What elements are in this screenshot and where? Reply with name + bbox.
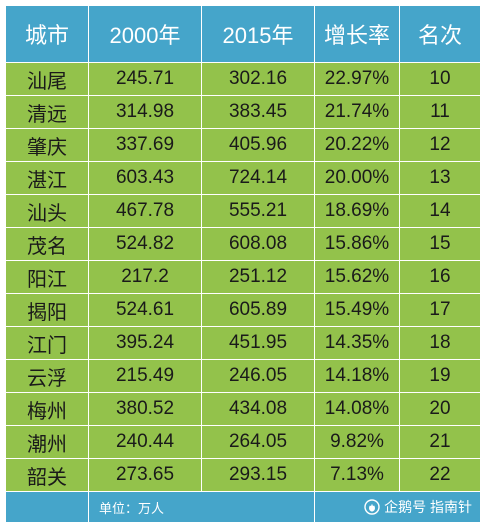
cell-pop-2015: 451.95 bbox=[201, 326, 315, 360]
cell-city: 潮州 bbox=[5, 425, 89, 459]
cell-rank: 17 bbox=[399, 293, 481, 327]
cell-growth-rate: 20.22% bbox=[314, 128, 400, 162]
unit-note: 单位：万人 bbox=[88, 491, 315, 523]
cell-rank: 16 bbox=[399, 260, 481, 294]
table-row: 韶关 273.65 293.15 7.13% 22 bbox=[5, 458, 481, 492]
cell-city: 云浮 bbox=[5, 359, 89, 393]
cell-rank: 21 bbox=[399, 425, 481, 459]
cell-rank: 22 bbox=[399, 458, 481, 492]
cell-pop-2015: 302.16 bbox=[201, 62, 315, 96]
cell-city: 梅州 bbox=[5, 392, 89, 426]
cell-pop-2000: 217.2 bbox=[88, 260, 202, 294]
cell-rank: 10 bbox=[399, 62, 481, 96]
cell-city: 韶关 bbox=[5, 458, 89, 492]
cell-city: 肇庆 bbox=[5, 128, 89, 162]
brand-text: 企鹅号 指南针 bbox=[384, 499, 472, 515]
table-header: 城市 2000年 2015年 增长率 名次 bbox=[5, 5, 481, 63]
cell-pop-2000: 337.69 bbox=[88, 128, 202, 162]
cell-growth-rate: 9.82% bbox=[314, 425, 400, 459]
cell-pop-2015: 724.14 bbox=[201, 161, 315, 195]
cell-growth-rate: 15.86% bbox=[314, 227, 400, 261]
table-row: 梅州 380.52 434.08 14.08% 20 bbox=[5, 392, 481, 426]
cell-city: 阳江 bbox=[5, 260, 89, 294]
cell-rank: 14 bbox=[399, 194, 481, 228]
cell-pop-2000: 380.52 bbox=[88, 392, 202, 426]
cell-pop-2015: 434.08 bbox=[201, 392, 315, 426]
cell-growth-rate: 15.49% bbox=[314, 293, 400, 327]
table-row: 肇庆 337.69 405.96 20.22% 12 bbox=[5, 128, 481, 162]
cell-pop-2000: 524.61 bbox=[88, 293, 202, 327]
cell-city: 汕尾 bbox=[5, 62, 89, 96]
header-rank: 名次 bbox=[399, 5, 481, 63]
cell-growth-rate: 20.00% bbox=[314, 161, 400, 195]
cell-growth-rate: 7.13% bbox=[314, 458, 400, 492]
cell-pop-2000: 273.65 bbox=[88, 458, 202, 492]
cell-rank: 13 bbox=[399, 161, 481, 195]
table-row: 清远 314.98 383.45 21.74% 11 bbox=[5, 95, 481, 129]
cell-city: 茂名 bbox=[5, 227, 89, 261]
table-row: 阳江 217.2 251.12 15.62% 16 bbox=[5, 260, 481, 294]
header-city: 城市 bbox=[5, 5, 89, 63]
cell-pop-2015: 383.45 bbox=[201, 95, 315, 129]
cell-growth-rate: 14.18% bbox=[314, 359, 400, 393]
footer-row: 单位：万人 企鹅号 指南针 bbox=[5, 491, 481, 523]
cell-pop-2015: 246.05 bbox=[201, 359, 315, 393]
cell-pop-2015: 608.08 bbox=[201, 227, 315, 261]
cell-city: 汕头 bbox=[5, 194, 89, 228]
cell-pop-2000: 467.78 bbox=[88, 194, 202, 228]
cell-rank: 19 bbox=[399, 359, 481, 393]
cell-growth-rate: 14.35% bbox=[314, 326, 400, 360]
cell-growth-rate: 18.69% bbox=[314, 194, 400, 228]
cell-rank: 20 bbox=[399, 392, 481, 426]
table-row: 潮州 240.44 264.05 9.82% 21 bbox=[5, 425, 481, 459]
cell-pop-2015: 251.12 bbox=[201, 260, 315, 294]
cell-growth-rate: 22.97% bbox=[314, 62, 400, 96]
cell-city: 揭阳 bbox=[5, 293, 89, 327]
cell-pop-2000: 314.98 bbox=[88, 95, 202, 129]
cell-pop-2015: 264.05 bbox=[201, 425, 315, 459]
cell-pop-2015: 293.15 bbox=[201, 458, 315, 492]
cell-pop-2000: 245.71 bbox=[88, 62, 202, 96]
cell-rank: 11 bbox=[399, 95, 481, 129]
cell-city: 湛江 bbox=[5, 161, 89, 195]
population-table: 城市 2000年 2015年 增长率 名次 汕尾 245.71 302.16 22.9… bbox=[5, 5, 481, 523]
cell-rank: 15 bbox=[399, 227, 481, 261]
cell-pop-2000: 603.43 bbox=[88, 161, 202, 195]
table-body: 汕尾 245.71 302.16 22.97% 10 清远 314.98 383.45 21.7… bbox=[5, 62, 481, 492]
cell-rank: 18 bbox=[399, 326, 481, 360]
table-footer: 单位：万人 企鹅号 指南针 bbox=[5, 491, 481, 523]
cell-pop-2015: 555.21 bbox=[201, 194, 315, 228]
table-row: 汕尾 245.71 302.16 22.97% 10 bbox=[5, 62, 481, 96]
header-row: 城市 2000年 2015年 增长率 名次 bbox=[5, 5, 481, 63]
header-year-2015: 2015年 bbox=[201, 5, 315, 63]
header-year-2000: 2000年 bbox=[88, 5, 202, 63]
cell-growth-rate: 15.62% bbox=[314, 260, 400, 294]
cell-pop-2000: 395.24 bbox=[88, 326, 202, 360]
cell-rank: 12 bbox=[399, 128, 481, 162]
cell-pop-2000: 215.49 bbox=[88, 359, 202, 393]
cell-pop-2015: 405.96 bbox=[201, 128, 315, 162]
cell-pop-2000: 240.44 bbox=[88, 425, 202, 459]
table-row: 湛江 603.43 724.14 20.00% 13 bbox=[5, 161, 481, 195]
cell-growth-rate: 21.74% bbox=[314, 95, 400, 129]
table-row: 云浮 215.49 246.05 14.18% 19 bbox=[5, 359, 481, 393]
table-row: 茂名 524.82 608.08 15.86% 15 bbox=[5, 227, 481, 261]
penguin-logo-icon bbox=[364, 499, 380, 515]
table-row: 江门 395.24 451.95 14.35% 18 bbox=[5, 326, 481, 360]
cell-growth-rate: 14.08% bbox=[314, 392, 400, 426]
table-row: 汕头 467.78 555.21 18.69% 14 bbox=[5, 194, 481, 228]
table-row: 揭阳 524.61 605.89 15.49% 17 bbox=[5, 293, 481, 327]
cell-city: 清远 bbox=[5, 95, 89, 129]
footer-spacer-left bbox=[5, 491, 89, 523]
brand-credit: 企鹅号 指南针 bbox=[314, 491, 481, 523]
header-growth-rate: 增长率 bbox=[314, 5, 400, 63]
cell-city: 江门 bbox=[5, 326, 89, 360]
cell-pop-2015: 605.89 bbox=[201, 293, 315, 327]
cell-pop-2000: 524.82 bbox=[88, 227, 202, 261]
